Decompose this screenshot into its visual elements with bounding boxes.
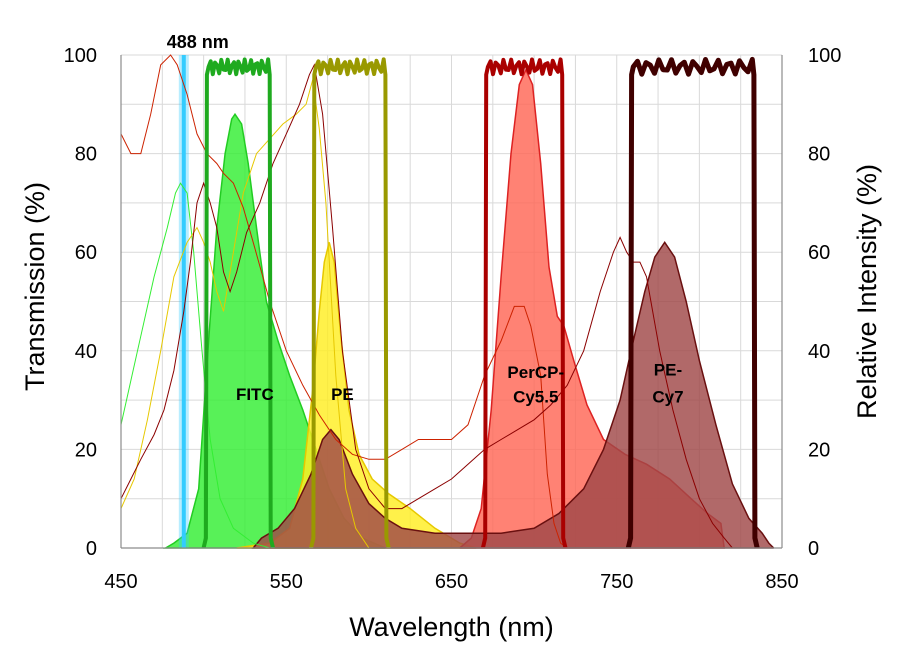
filter-percp-cy5-5-filter (480, 57, 568, 549)
y-tick-label: 40 (75, 341, 97, 363)
x-tick-label: 450 (104, 571, 137, 593)
y-tick-label: 100 (64, 45, 97, 67)
y-tick-label: 20 (75, 439, 97, 461)
labels: 450 550 650 750 850 0 20 40 60 80 100 0 20 40 60 80 100 W… (20, 32, 882, 642)
annotation-label: Cy5.5 (513, 388, 558, 407)
laser-label: 488 nm (167, 32, 229, 52)
annotation-label: PE (331, 385, 354, 404)
filter-bands (201, 56, 760, 549)
y2-axis-title: Relative Intensity (%) (852, 164, 882, 419)
emission-pe-cy7 (251, 240, 775, 549)
x-axis-title: Wavelength (nm) (349, 612, 554, 642)
y-tick-label: 80 (75, 144, 97, 166)
x-tick-label: 650 (435, 571, 468, 593)
excitation-pe-ex (120, 79, 370, 549)
annotation-label: FITC (236, 385, 274, 404)
excitation-fitc-ex (120, 182, 270, 549)
x-tick-label: 550 (270, 571, 303, 593)
filter-fitc-filter (201, 57, 275, 549)
y2-tick-label: 60 (808, 242, 830, 264)
x-tick-label: 750 (600, 571, 633, 593)
x-tick-label: 850 (765, 571, 798, 593)
annotation-label: PerCP- (507, 363, 564, 382)
excitation-spectra (120, 54, 733, 549)
y-axis-title: Transmission (%) (20, 182, 50, 391)
y2-tick-label: 100 (808, 45, 841, 67)
filter-pe-filter (309, 57, 391, 549)
y2-tick-label: 80 (808, 144, 830, 166)
annotation-label: PE- (654, 360, 682, 379)
excitation-percp-ex (120, 54, 568, 549)
annotation-label: Cy7 (652, 388, 683, 407)
y-tick-label: 0 (86, 538, 97, 560)
y2-tick-label: 0 (808, 538, 819, 560)
filter-pe-cy7-filter (625, 56, 760, 549)
y2-tick-label: 20 (808, 439, 830, 461)
axes (120, 55, 783, 549)
laser-line (178, 55, 189, 548)
excitation-pe-cy7-ex (120, 63, 733, 549)
y2-tick-label: 40 (808, 341, 830, 363)
y-tick-label: 60 (75, 242, 97, 264)
